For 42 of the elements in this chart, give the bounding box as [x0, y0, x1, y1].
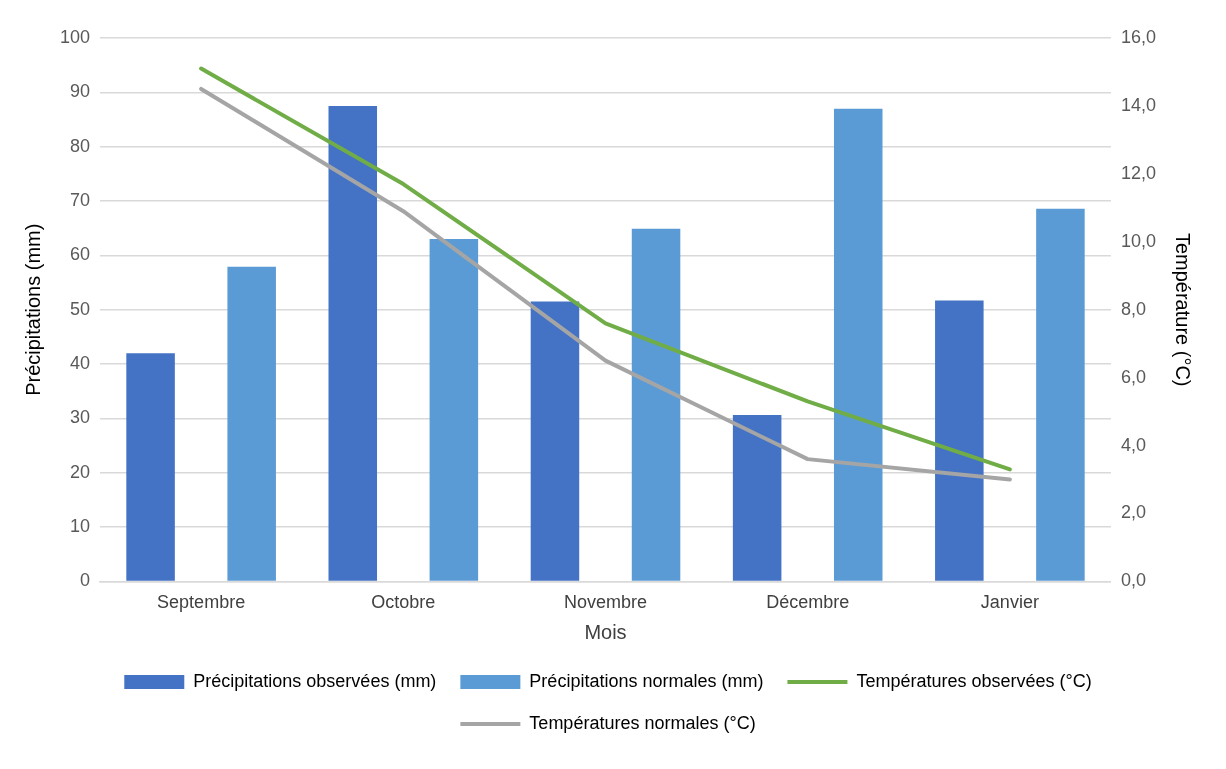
bar [631, 228, 681, 581]
legend-label: Températures normales (°C) [529, 712, 756, 733]
y-axis-title: Précipitations (mm) [21, 223, 44, 396]
y-tick-label: 0 [80, 570, 91, 591]
x-tick-label: Septembre [157, 592, 246, 613]
y-tick-label: 70 [70, 189, 91, 210]
y-tick-label: 90 [70, 81, 91, 102]
y2-tick-label: 6,0 [1120, 366, 1146, 387]
bar [833, 108, 883, 581]
bar [530, 301, 580, 581]
bar [935, 300, 984, 581]
bar [126, 353, 175, 581]
y2-tick-label: 16,0 [1120, 26, 1157, 47]
y2-tick-label: 2,0 [1120, 502, 1146, 523]
legend-label: Températures observées (°C) [856, 670, 1092, 691]
y-tick-label: 20 [70, 461, 91, 482]
x-tick-label: Janvier [980, 592, 1039, 613]
x-tick-label: Décembre [766, 592, 850, 613]
y2-axis-title: Température (°C) [1172, 232, 1195, 387]
x-axis-title: Mois [584, 620, 627, 643]
x-tick-label: Novembre [563, 592, 648, 613]
bar [732, 415, 782, 581]
y-tick-label: 40 [70, 353, 91, 374]
y2-tick-label: 4,0 [1120, 434, 1146, 455]
y-tick-label: 60 [70, 244, 91, 265]
y-tick-label: 100 [59, 26, 91, 47]
y2-tick-label: 10,0 [1120, 230, 1157, 251]
y-tick-label: 30 [70, 407, 91, 428]
y-tick-label: 50 [70, 298, 91, 319]
y2-tick-label: 8,0 [1120, 298, 1146, 319]
y-tick-label: 10 [70, 516, 91, 537]
bar [227, 266, 276, 581]
bar [328, 105, 378, 581]
y2-tick-label: 12,0 [1120, 162, 1157, 183]
x-tick-label: Octobre [371, 592, 436, 613]
legend-label: Précipitations observées (mm) [193, 670, 437, 691]
y2-tick-label: 0,0 [1120, 570, 1146, 591]
bar [429, 239, 479, 581]
bar [1036, 208, 1085, 581]
y-tick-label: 80 [70, 135, 91, 156]
legend-label: Précipitations normales (mm) [529, 670, 764, 691]
y2-tick-label: 14,0 [1120, 94, 1157, 115]
